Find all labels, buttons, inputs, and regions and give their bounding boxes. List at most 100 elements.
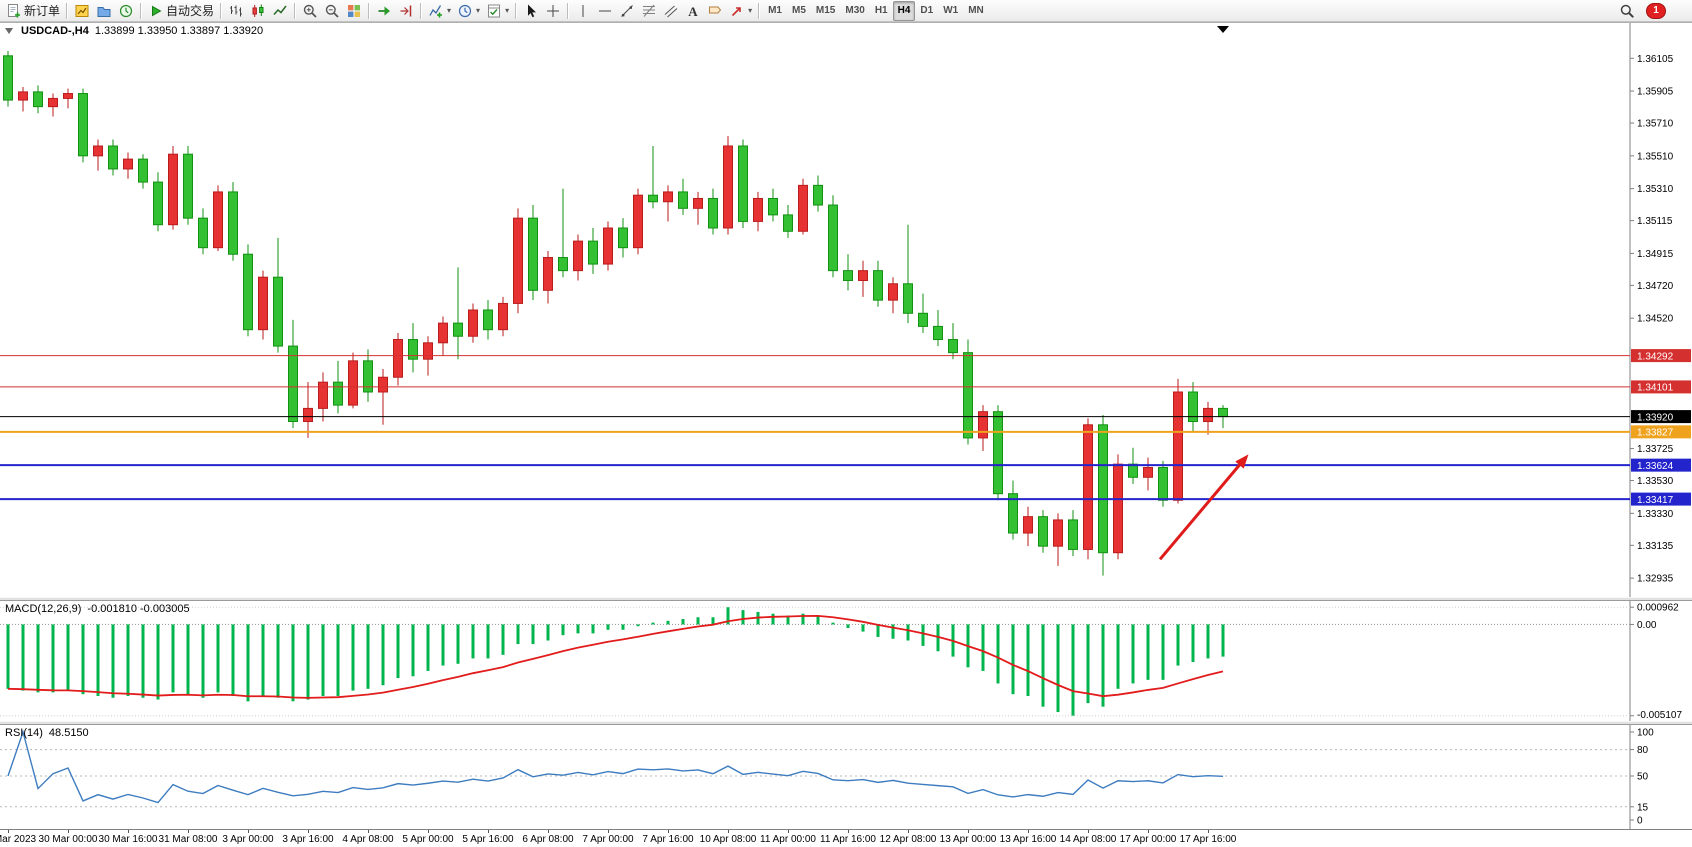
chart-shift-marker[interactable] bbox=[1217, 26, 1229, 33]
bar-chart-button[interactable] bbox=[225, 1, 247, 21]
svg-text:0.00: 0.00 bbox=[1637, 620, 1657, 631]
tile-windows-button[interactable] bbox=[343, 1, 365, 21]
svg-text:1.33920: 1.33920 bbox=[1637, 412, 1674, 423]
toolbar-separator bbox=[294, 2, 297, 19]
candlestick-series bbox=[3, 50, 1228, 576]
candlestick-chart-button[interactable] bbox=[247, 1, 269, 21]
toolbar-separator bbox=[368, 2, 371, 19]
main-chart-panel: 1.36105 1.35905 1.35710 1.35510 1.35310 1.351… bbox=[0, 23, 1692, 597]
time-tick bbox=[848, 830, 849, 833]
svg-text:1.34520: 1.34520 bbox=[1637, 314, 1674, 325]
fibo-icon bbox=[643, 4, 656, 17]
svg-text:0: 0 bbox=[1637, 816, 1643, 827]
profiles-button[interactable] bbox=[93, 1, 115, 21]
svg-text:15: 15 bbox=[1637, 802, 1649, 813]
trendline-button[interactable] bbox=[616, 1, 638, 21]
arrows-button[interactable]: ▾ bbox=[726, 1, 755, 21]
timeframe-m1-button[interactable]: M1 bbox=[763, 1, 787, 21]
time-tick bbox=[548, 830, 549, 833]
periods-dropdown-arrow-icon[interactable]: ▾ bbox=[476, 6, 481, 15]
fibonacci-button[interactable] bbox=[638, 1, 660, 21]
main-chart-canvas[interactable]: 1.36105 1.35905 1.35710 1.35510 1.35310 1.351… bbox=[0, 23, 1692, 597]
timeframe-h4-button[interactable]: H4 bbox=[892, 0, 916, 21]
svg-text:1.35310: 1.35310 bbox=[1637, 184, 1674, 195]
crosshair-button[interactable] bbox=[542, 1, 564, 21]
templates-dropdown-arrow-icon[interactable]: ▾ bbox=[505, 6, 510, 15]
svg-text:1.34720: 1.34720 bbox=[1637, 281, 1674, 292]
profiles-icon bbox=[97, 6, 111, 17]
time-tick bbox=[428, 830, 429, 833]
shift-icon bbox=[400, 5, 412, 16]
zoom-in-button[interactable] bbox=[299, 1, 321, 21]
new-order-button[interactable]: 新订单 bbox=[3, 1, 63, 21]
macd-canvas[interactable]: 0.000962 0.00 -0.005107 bbox=[0, 601, 1692, 721]
time-tick bbox=[188, 830, 189, 833]
chart-shift-button[interactable] bbox=[395, 1, 417, 21]
support-line-upper-price-tag: 1.33624 bbox=[1631, 458, 1691, 472]
time-label: 11 Apr 00:00 bbox=[760, 834, 816, 845]
timeframe-mn-button[interactable]: MN bbox=[963, 1, 989, 21]
time-tick bbox=[308, 830, 309, 833]
vertical-line-button[interactable] bbox=[572, 1, 594, 21]
time-label: 5 Apr 00:00 bbox=[402, 834, 454, 845]
tile-icon bbox=[348, 4, 361, 17]
market-watch-button[interactable] bbox=[115, 1, 137, 21]
time-label: 30 Mar 00:00 bbox=[38, 834, 98, 845]
time-label: 17 Apr 16:00 bbox=[1179, 834, 1237, 845]
time-tick bbox=[248, 830, 249, 833]
timeframe-m30-button[interactable]: M30 bbox=[840, 1, 869, 21]
time-label: 31 Mar 08:00 bbox=[158, 834, 218, 845]
splitter-macd-rsi[interactable] bbox=[0, 721, 1692, 725]
indicators-dropdown-arrow-icon[interactable]: ▾ bbox=[447, 6, 452, 15]
time-tick bbox=[128, 830, 129, 833]
current-price-line-price-tag: 1.33920 bbox=[1631, 410, 1691, 423]
text-button[interactable]: A bbox=[682, 1, 704, 21]
timeframe-h1-button[interactable]: H1 bbox=[870, 1, 893, 21]
trend-arrow[interactable] bbox=[1158, 454, 1249, 561]
time-label: 4 Apr 08:00 bbox=[342, 834, 394, 845]
search-button[interactable] bbox=[1616, 1, 1638, 21]
auto-scroll-button[interactable] bbox=[373, 1, 395, 21]
hline-icon bbox=[599, 10, 612, 11]
notifications-badge[interactable]: 1 bbox=[1646, 3, 1666, 19]
toolbar-buttons: 新订单 自动交易 ▾ ▾ ▾ A ▾ M1 M5 M15 M30 H1 H4 D1 W1 MN bbox=[3, 0, 989, 21]
splitter-main-macd[interactable] bbox=[0, 597, 1692, 601]
templates-button[interactable]: ▾ bbox=[483, 1, 512, 21]
time-tick bbox=[488, 830, 489, 833]
toolbar-right: 1 bbox=[1616, 0, 1666, 22]
time-tick bbox=[608, 830, 609, 833]
zoom-out-button[interactable] bbox=[321, 1, 343, 21]
bars-icon bbox=[230, 5, 243, 16]
macd-signal-line bbox=[7, 614, 1224, 699]
new-chart-button[interactable] bbox=[71, 1, 93, 21]
rsi-canvas[interactable]: 100 80 50 15 0 bbox=[0, 725, 1692, 829]
new-order-label: 新订单 bbox=[24, 4, 61, 18]
time-tick bbox=[368, 830, 369, 833]
timeframe-m15-button[interactable]: M15 bbox=[811, 1, 840, 21]
auto-trading-button[interactable]: 自动交易 bbox=[145, 1, 217, 21]
equidistant-channel-button[interactable] bbox=[660, 1, 682, 21]
svg-text:100: 100 bbox=[1637, 728, 1654, 739]
time-label: 7 Apr 16:00 bbox=[642, 834, 694, 845]
timeframe-d1-button[interactable]: D1 bbox=[915, 1, 938, 21]
svg-text:0.000962: 0.000962 bbox=[1637, 603, 1679, 614]
time-label: 3 Apr 16:00 bbox=[282, 834, 334, 845]
line-chart-button[interactable] bbox=[269, 1, 291, 21]
timeframe-m5-button[interactable]: M5 bbox=[787, 1, 811, 21]
rsi-panel: 100 80 50 15 0 RSI(14) 48.5150 bbox=[0, 725, 1692, 829]
arrows-dropdown-arrow-icon[interactable]: ▾ bbox=[748, 6, 753, 15]
indicators-button[interactable]: ▾ bbox=[425, 1, 454, 21]
time-label: 14 Apr 08:00 bbox=[1059, 834, 1117, 845]
time-tick bbox=[1208, 830, 1209, 833]
line-icon bbox=[273, 5, 287, 15]
cursor-button[interactable] bbox=[520, 1, 542, 21]
text-icon: A bbox=[688, 4, 698, 19]
periods-button[interactable]: ▾ bbox=[454, 1, 483, 21]
text-label-button[interactable] bbox=[704, 1, 726, 21]
template-icon bbox=[488, 4, 501, 17]
timeframe-w1-button[interactable]: W1 bbox=[938, 1, 963, 21]
time-tick bbox=[1088, 830, 1089, 833]
horizontal-line-button[interactable] bbox=[594, 1, 616, 21]
one-click-trading-icon[interactable] bbox=[5, 28, 13, 34]
